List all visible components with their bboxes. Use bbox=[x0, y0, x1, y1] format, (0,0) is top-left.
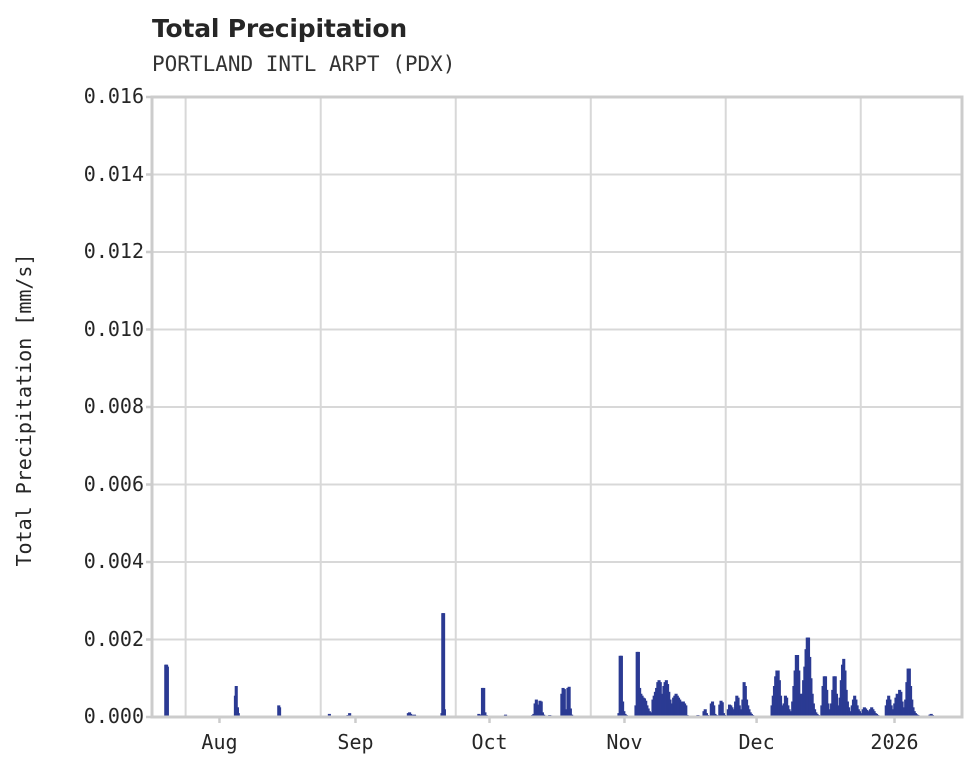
y-tick-label: 0.012 bbox=[83, 239, 144, 263]
y-tick-label: 0.000 bbox=[83, 704, 144, 728]
y-tick-label: 0.014 bbox=[83, 161, 144, 186]
y-tick-label: 0.010 bbox=[83, 316, 144, 341]
x-tick-label: Sep bbox=[337, 730, 374, 754]
x-tick-label: 2026 bbox=[870, 730, 919, 754]
tick-marks bbox=[146, 95, 896, 723]
y-tick-label: 0.016 bbox=[83, 84, 144, 108]
y-tick-label: 0.006 bbox=[83, 471, 144, 496]
x-tick-label: Oct bbox=[471, 730, 508, 754]
x-tick-label: Aug bbox=[201, 730, 238, 754]
gridlines bbox=[152, 96, 962, 718]
bar-series bbox=[164, 613, 955, 718]
x-tick-label: Nov bbox=[606, 730, 643, 754]
y-tick-label: 0.002 bbox=[83, 626, 144, 651]
y-axis-ticks: 0.000 0.002 0.004 0.006 0.008 0.010 0.012 0.014… bbox=[16, 0, 144, 780]
y-tick-label: 0.004 bbox=[83, 549, 144, 573]
chart-title: Total Precipitation bbox=[152, 14, 407, 43]
chart-subtitle: PORTLAND INTL ARPT (PDX) bbox=[152, 52, 456, 76]
x-tick-label: Dec bbox=[738, 730, 775, 754]
y-tick-label: 0.008 bbox=[83, 394, 144, 418]
